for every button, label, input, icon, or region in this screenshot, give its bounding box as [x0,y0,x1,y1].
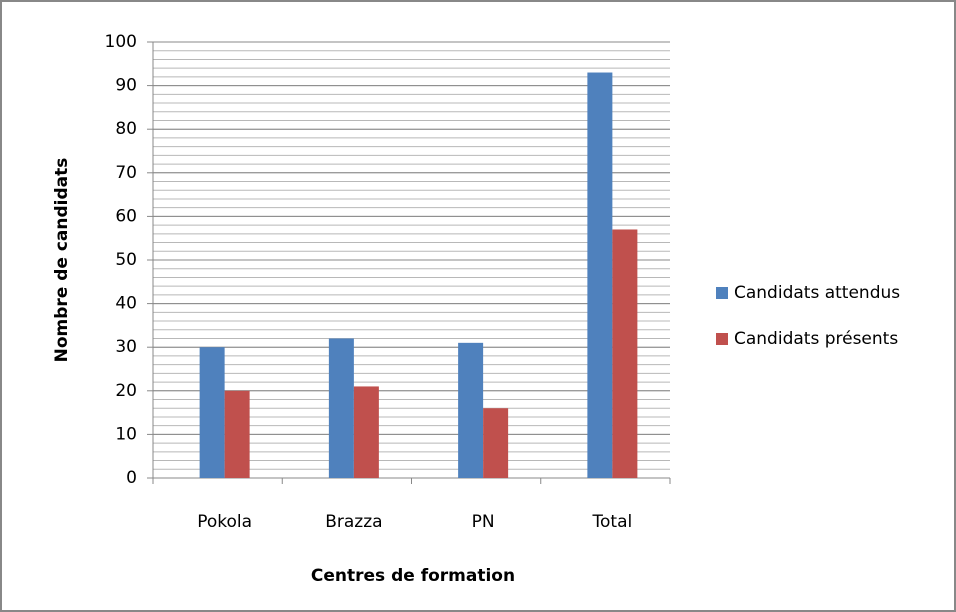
y-tick-label: 80 [115,119,137,139]
legend-label: Candidats présents [734,329,898,349]
bar [224,390,250,478]
x-tick-label: Pokola [197,512,252,532]
bar [458,342,484,478]
y-tick-label: 50 [115,250,137,270]
y-tick-label: 0 [126,468,137,488]
bar [483,408,509,478]
legend-label: Candidats attendus [734,283,900,303]
y-tick-label: 100 [105,32,137,52]
x-tick-label: Total [592,512,633,532]
x-tick-label: Brazza [325,512,382,532]
legend-swatch [716,333,728,345]
bar [612,229,638,478]
y-axis-title: Nombre de candidats [52,158,72,363]
bar [328,338,354,478]
legend-swatch [716,287,728,299]
y-tick-label: 30 [115,337,137,357]
bar [587,72,613,479]
x-tick-label: PN [472,512,495,532]
x-axis-title: Centres de formation [311,566,515,586]
bar [353,386,379,478]
y-tick-label: 60 [115,206,137,226]
y-tick-label: 70 [115,163,137,183]
y-tick-label: 90 [115,76,137,96]
y-tick-label: 20 [115,381,137,401]
y-tick-label: 40 [115,294,137,314]
y-tick-label: 10 [115,424,137,444]
bar [199,347,225,478]
